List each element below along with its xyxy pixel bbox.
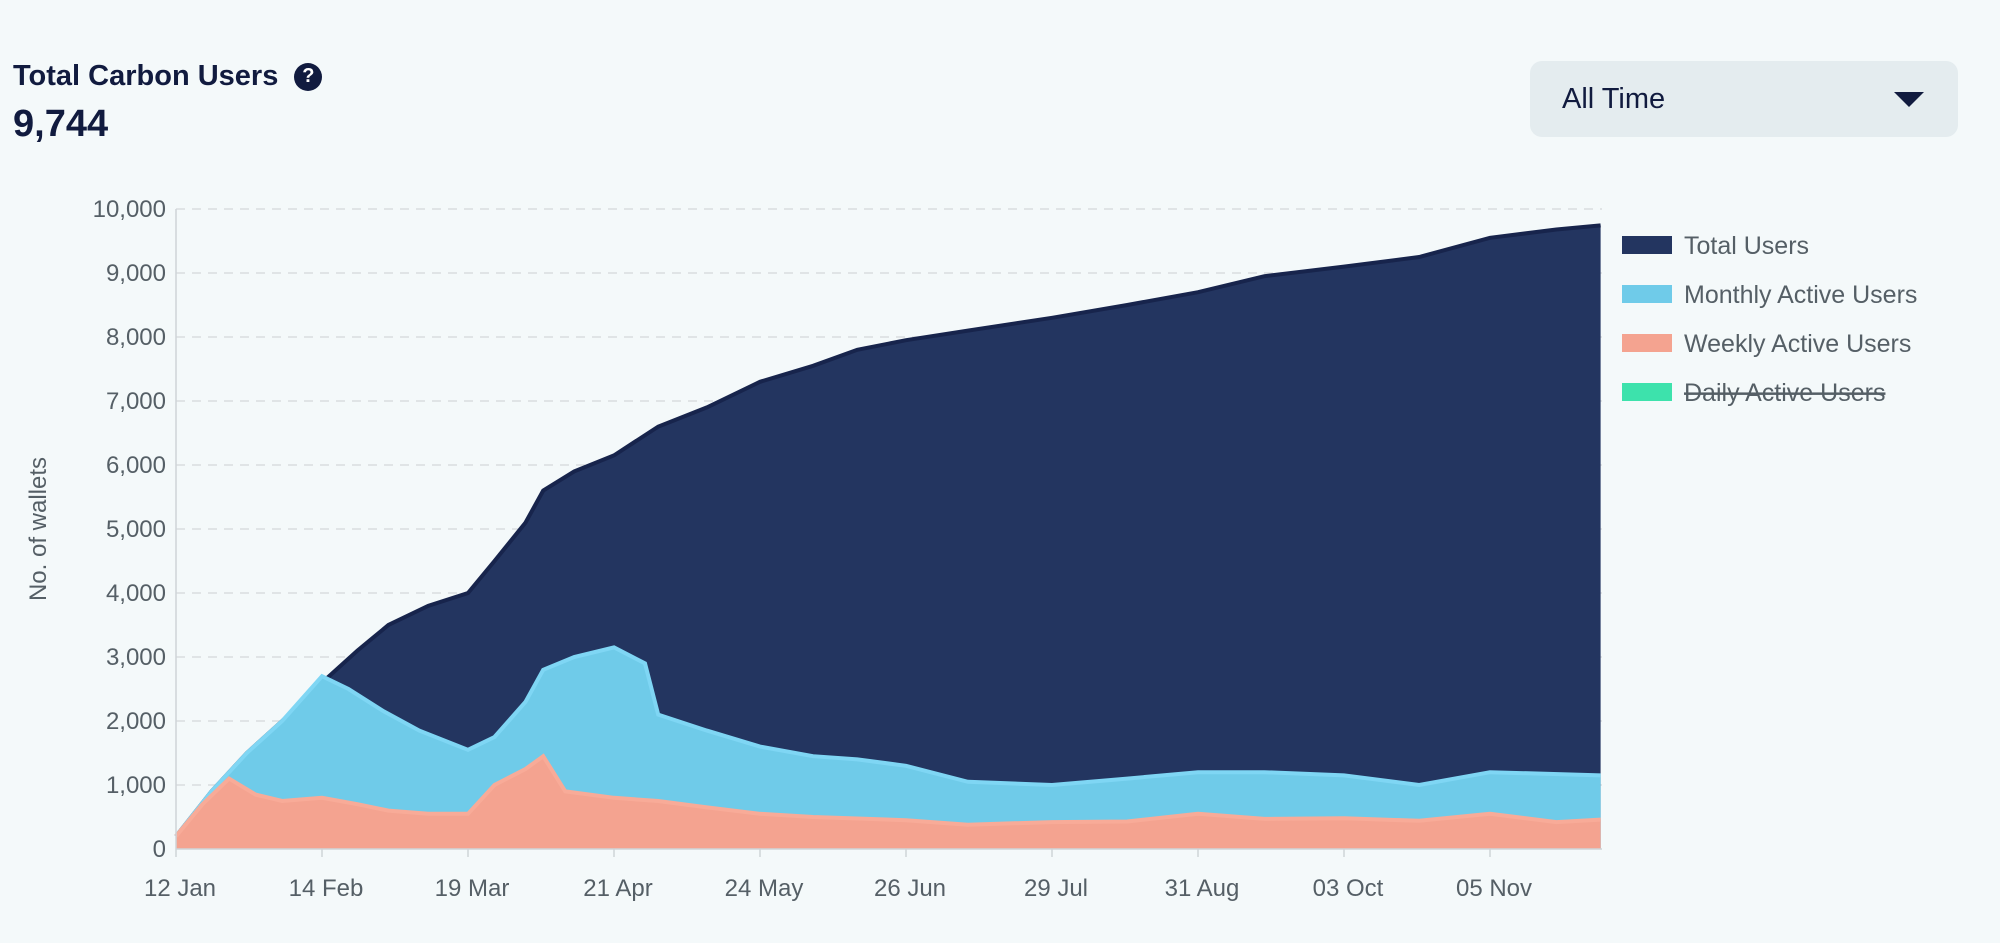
time-range-selected: All Time bbox=[1562, 82, 1666, 115]
x-tick-label: 21 Apr bbox=[583, 875, 652, 902]
y-tick-label: 1,000 bbox=[106, 772, 166, 799]
y-tick-label: 3,000 bbox=[106, 644, 166, 671]
y-tick-label: 0 bbox=[153, 836, 166, 863]
y-tick-label: 10,000 bbox=[93, 196, 166, 223]
x-tick-label: 03 Oct bbox=[1313, 875, 1384, 902]
y-tick-label: 8,000 bbox=[106, 324, 166, 351]
y-tick-label: 9,000 bbox=[106, 260, 166, 287]
legend-swatch bbox=[1622, 236, 1672, 254]
caret-down-icon bbox=[1894, 91, 1924, 107]
x-tick-label: 26 Jun bbox=[874, 875, 946, 902]
x-tick-label: 24 May bbox=[725, 875, 804, 902]
x-tick-label: 14 Feb bbox=[289, 875, 364, 902]
x-tick-label: 31 Aug bbox=[1165, 875, 1240, 902]
chart-header: Total Carbon Users ? 9,744 bbox=[13, 60, 323, 146]
legend-swatch bbox=[1622, 285, 1672, 303]
time-range-dropdown[interactable]: All Time bbox=[1530, 61, 1958, 137]
x-tick-label: 29 Jul bbox=[1024, 875, 1088, 902]
area-weekly-active-users bbox=[176, 756, 1601, 849]
legend-swatch bbox=[1622, 383, 1672, 401]
line-total-users bbox=[174, 223, 1601, 838]
y-tick-label: 5,000 bbox=[106, 516, 166, 543]
question-circle-icon[interactable]: ? bbox=[294, 62, 323, 91]
x-tick-label: 12 Jan bbox=[144, 875, 216, 902]
y-tick-label: 2,000 bbox=[106, 708, 166, 735]
x-tick-label: 05 Nov bbox=[1456, 875, 1532, 902]
legend-item-daily-active-users[interactable]: Daily Active Users bbox=[1684, 379, 1885, 407]
line-monthly-active-users bbox=[174, 645, 1601, 838]
y-tick-label: 7,000 bbox=[106, 388, 166, 415]
chart-title: Total Carbon Users bbox=[13, 60, 279, 92]
legend-swatch bbox=[1622, 334, 1672, 352]
legend-item-total-users[interactable]: Total Users bbox=[1684, 232, 1809, 260]
x-tick-label: 19 Mar bbox=[435, 875, 510, 902]
line-weekly-active-users bbox=[174, 753, 1601, 838]
y-tick-label: 6,000 bbox=[106, 452, 166, 479]
legend-item-weekly-active-users[interactable]: Weekly Active Users bbox=[1684, 330, 1911, 358]
y-axis-label: No. of wallets bbox=[25, 457, 52, 601]
title-row: Total Carbon Users ? bbox=[13, 60, 323, 93]
legend-item-monthly-active-users[interactable]: Monthly Active Users bbox=[1684, 281, 1917, 309]
y-tick-label: 4,000 bbox=[106, 580, 166, 607]
total-users-value: 9,744 bbox=[13, 103, 109, 145]
